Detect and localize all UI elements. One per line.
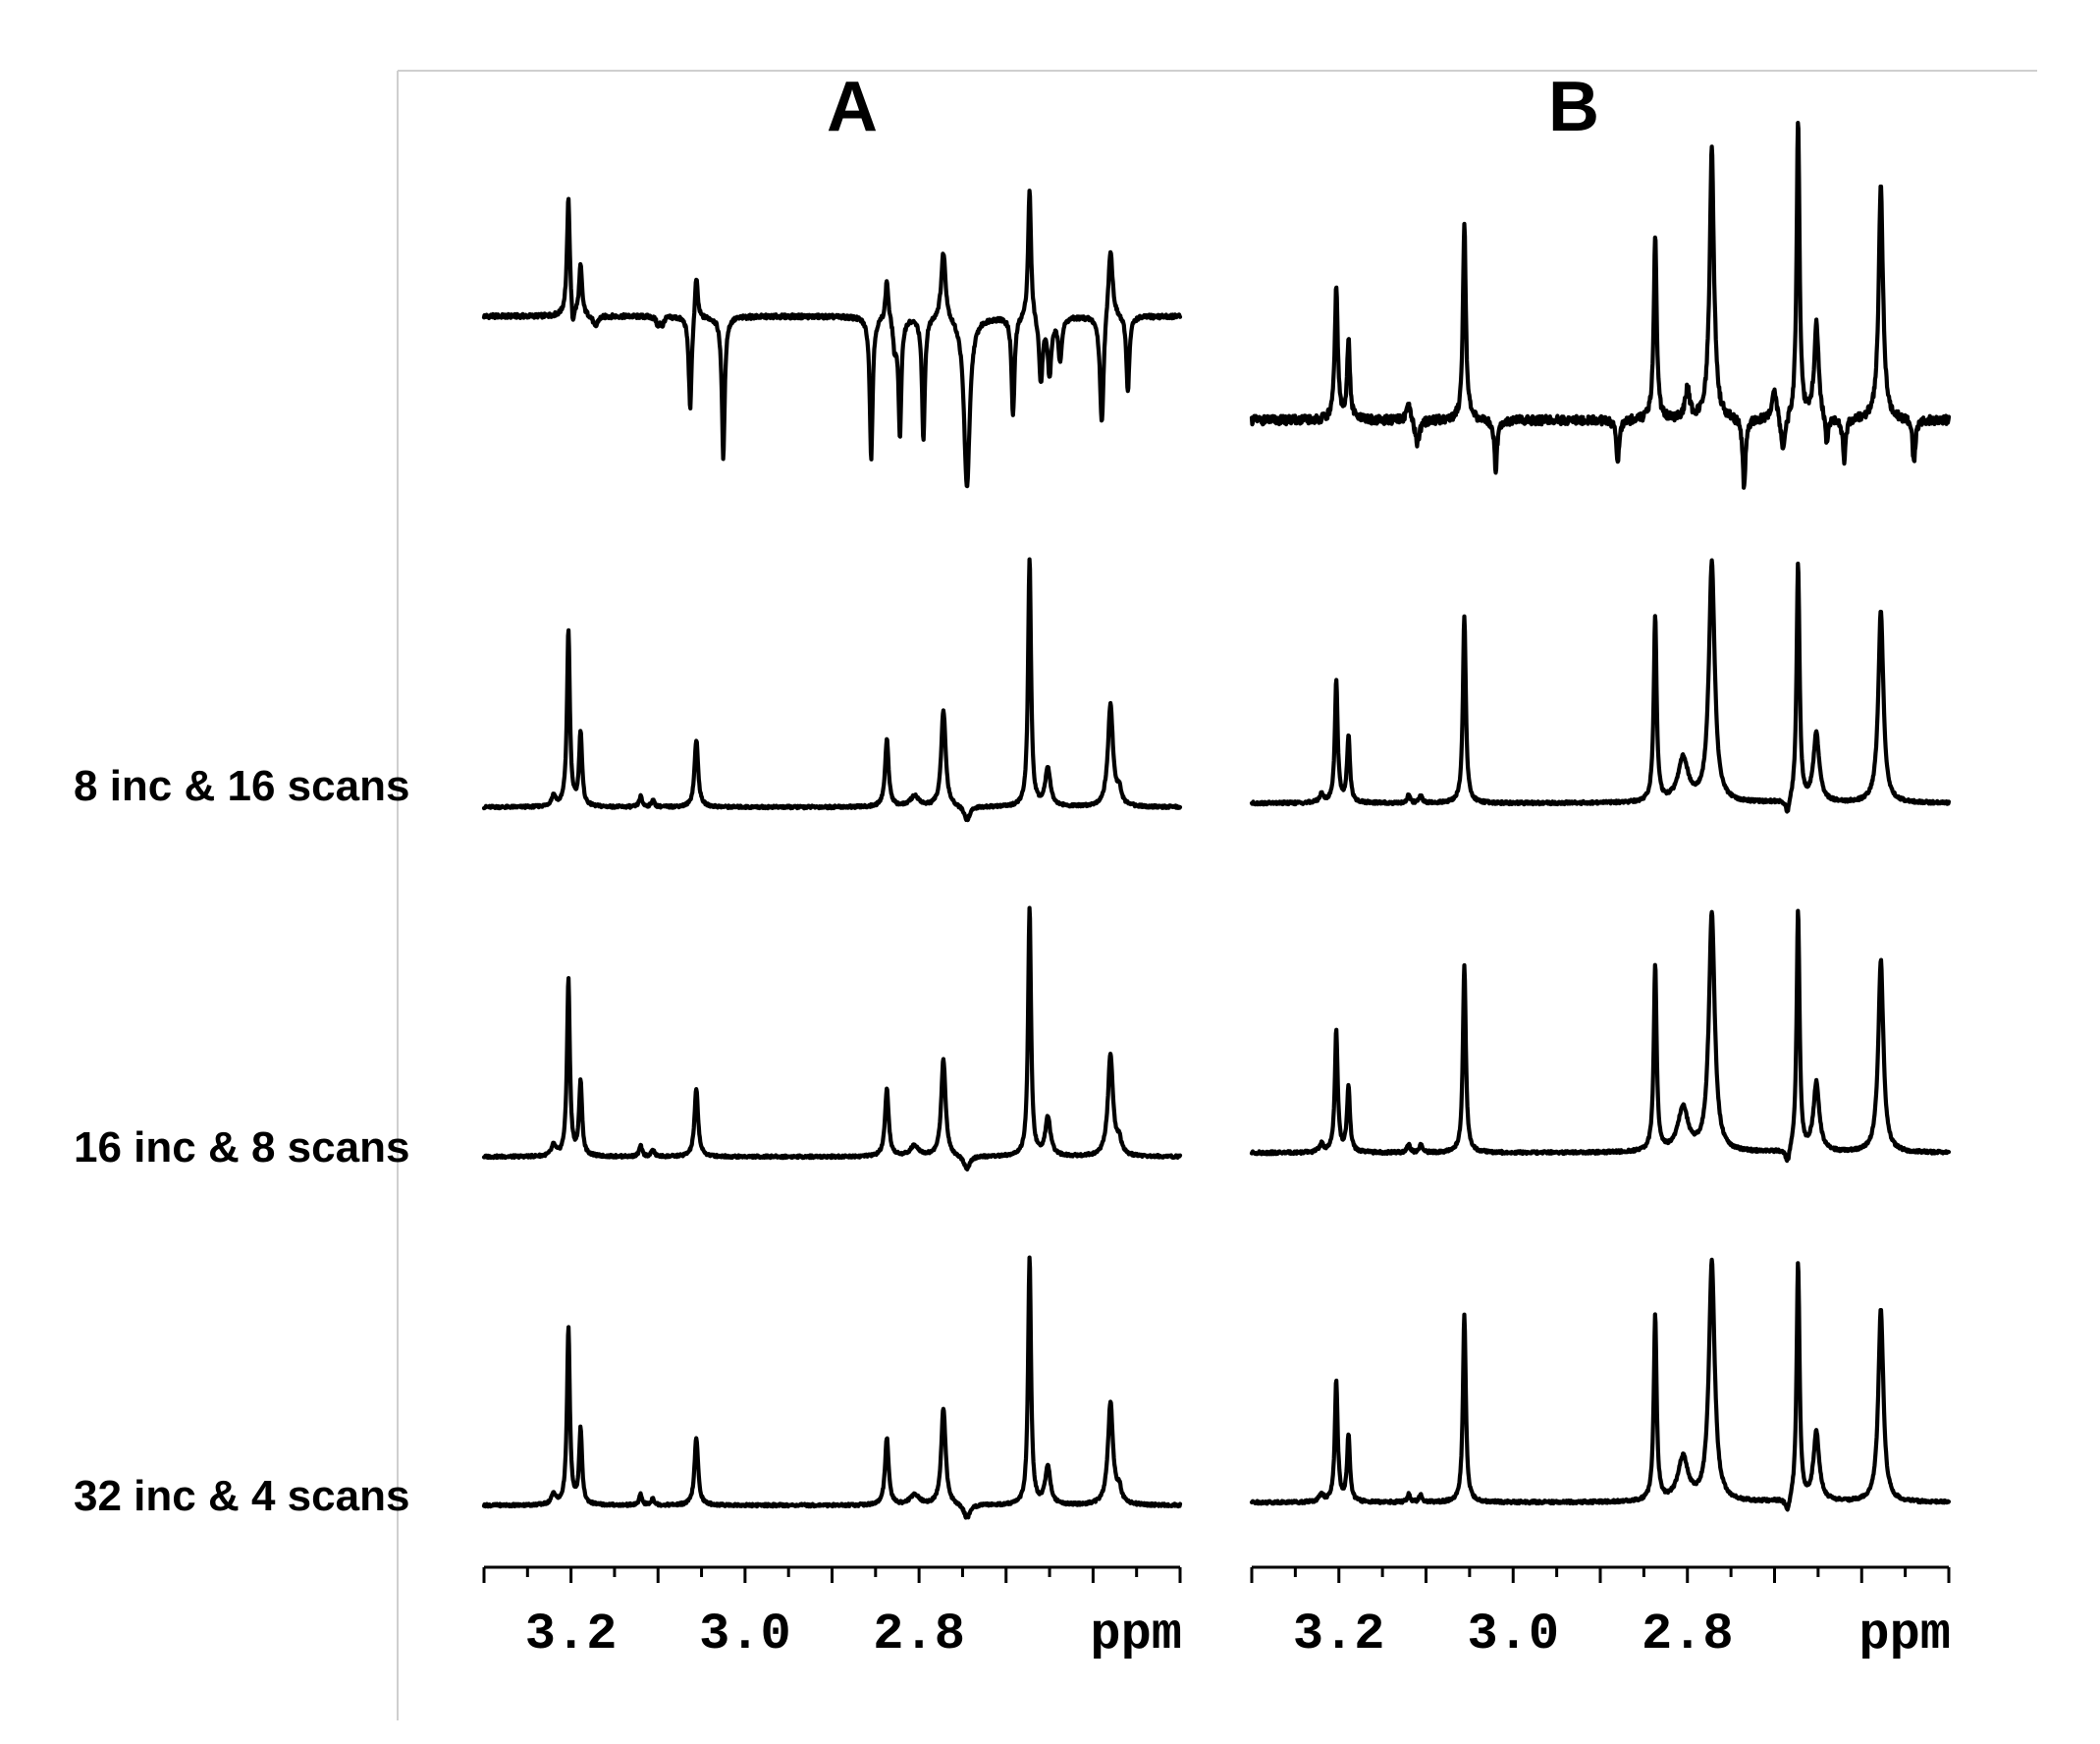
axis-unit-label-a: ppm	[1090, 1606, 1182, 1663]
tick-label-b-3.2: 3.2	[1293, 1606, 1385, 1663]
tick-label-a-3.2: 3.2	[525, 1606, 618, 1663]
axis-unit-label-b: ppm	[1858, 1606, 1951, 1663]
tick-label-b-2.8: 2.8	[1642, 1606, 1734, 1663]
row-label-16inc-8scans: 16 inc & 8 scans	[74, 1123, 409, 1172]
panel-a-trace-row1	[481, 189, 1183, 489]
panel-b-trace-row1	[1249, 121, 1952, 490]
tick-label-b-3.0: 3.0	[1467, 1606, 1559, 1663]
tick-label-a-3.0: 3.0	[699, 1606, 791, 1663]
x-axis-ticks-b	[1250, 1567, 1951, 1583]
row-label-8inc-16scans: 8 inc & 16 scans	[74, 762, 409, 810]
panel-a-trace-row4	[481, 1255, 1183, 1520]
x-axis-ticks-a	[482, 1567, 1182, 1583]
panel-a-trace-row2	[481, 557, 1183, 823]
panel-a-trace-row3	[481, 905, 1183, 1172]
x-axis-panel-b: 3.2 3.0 2.8 ppm	[1250, 1565, 1951, 1663]
panel-b-trace-row2	[1249, 558, 1952, 814]
panel-b-trace-row3	[1249, 908, 1952, 1164]
x-axis-panel-a: 3.2 3.0 2.8 ppm	[482, 1565, 1182, 1663]
row-label-32inc-4scans: 32 inc & 4 scans	[74, 1472, 409, 1520]
panel-label-b: B	[1548, 68, 1599, 146]
panel-a-traces	[481, 189, 1183, 1520]
panel-label-a: A	[827, 68, 878, 146]
panel-b-trace-row4	[1249, 1257, 1952, 1512]
tick-label-a-2.8: 2.8	[873, 1606, 965, 1663]
panel-b-traces	[1249, 121, 1952, 1512]
